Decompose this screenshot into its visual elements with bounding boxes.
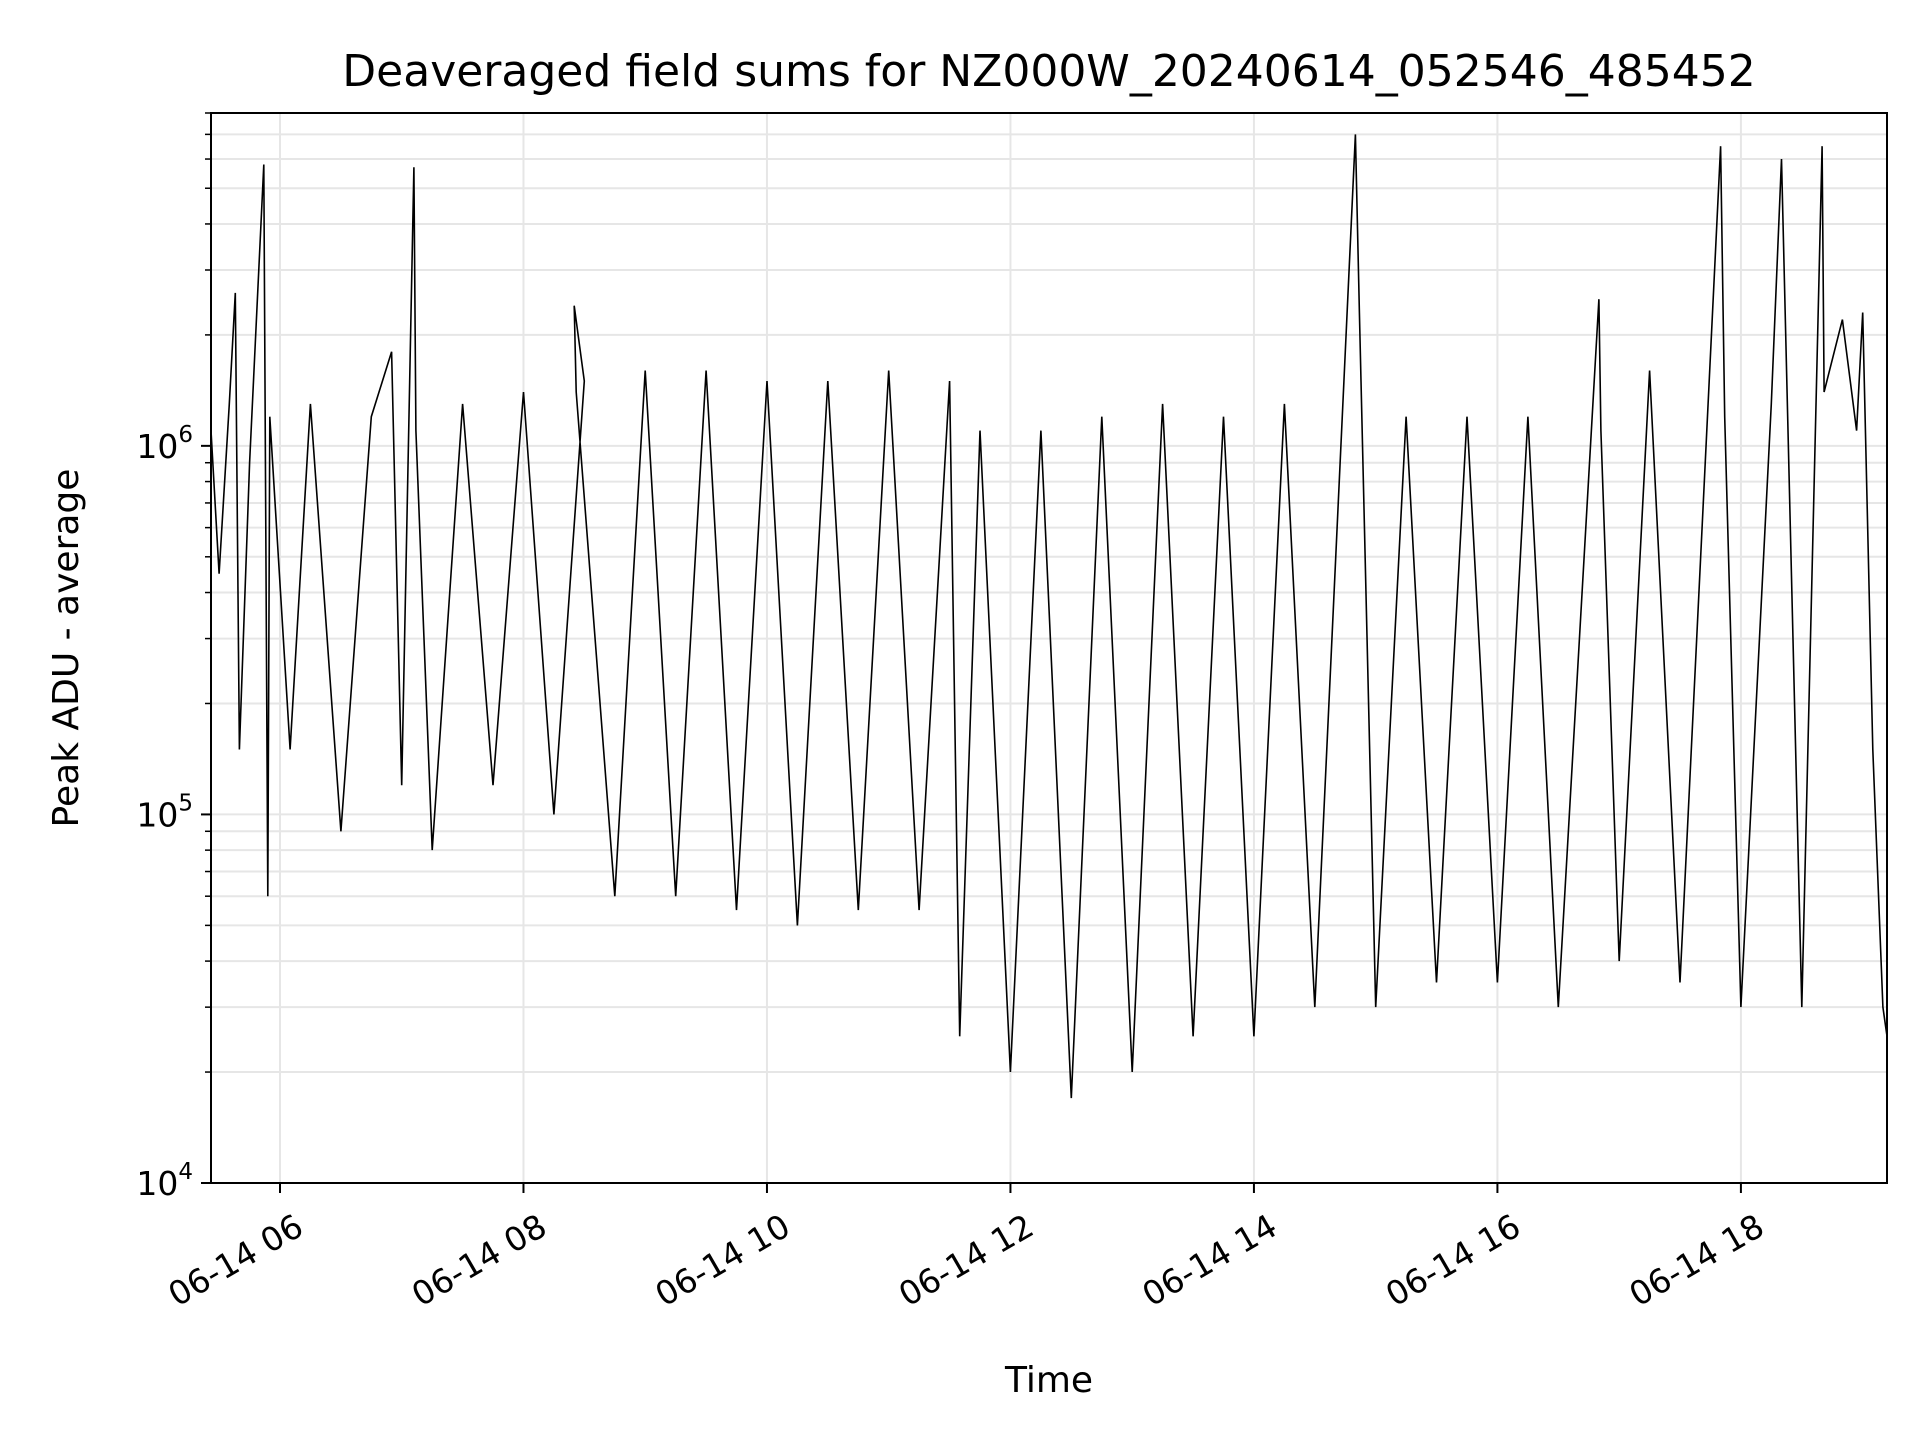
y-axis-label: Peak ADU - average — [46, 469, 87, 828]
chart-title: Deaveraged field sums for NZ000W_2024061… — [342, 46, 1755, 97]
y-tick-label: 104 — [136, 1159, 193, 1203]
plot-area — [210, 134, 1888, 1099]
y-axis: 104 105 106 — [136, 112, 211, 1203]
y-tick-label: 105 — [136, 790, 193, 834]
series-line — [210, 134, 1888, 1099]
y-tick-label: 106 — [136, 422, 193, 466]
x-axis-label: Time — [1004, 1360, 1093, 1401]
plot-frame — [210, 112, 1888, 1184]
